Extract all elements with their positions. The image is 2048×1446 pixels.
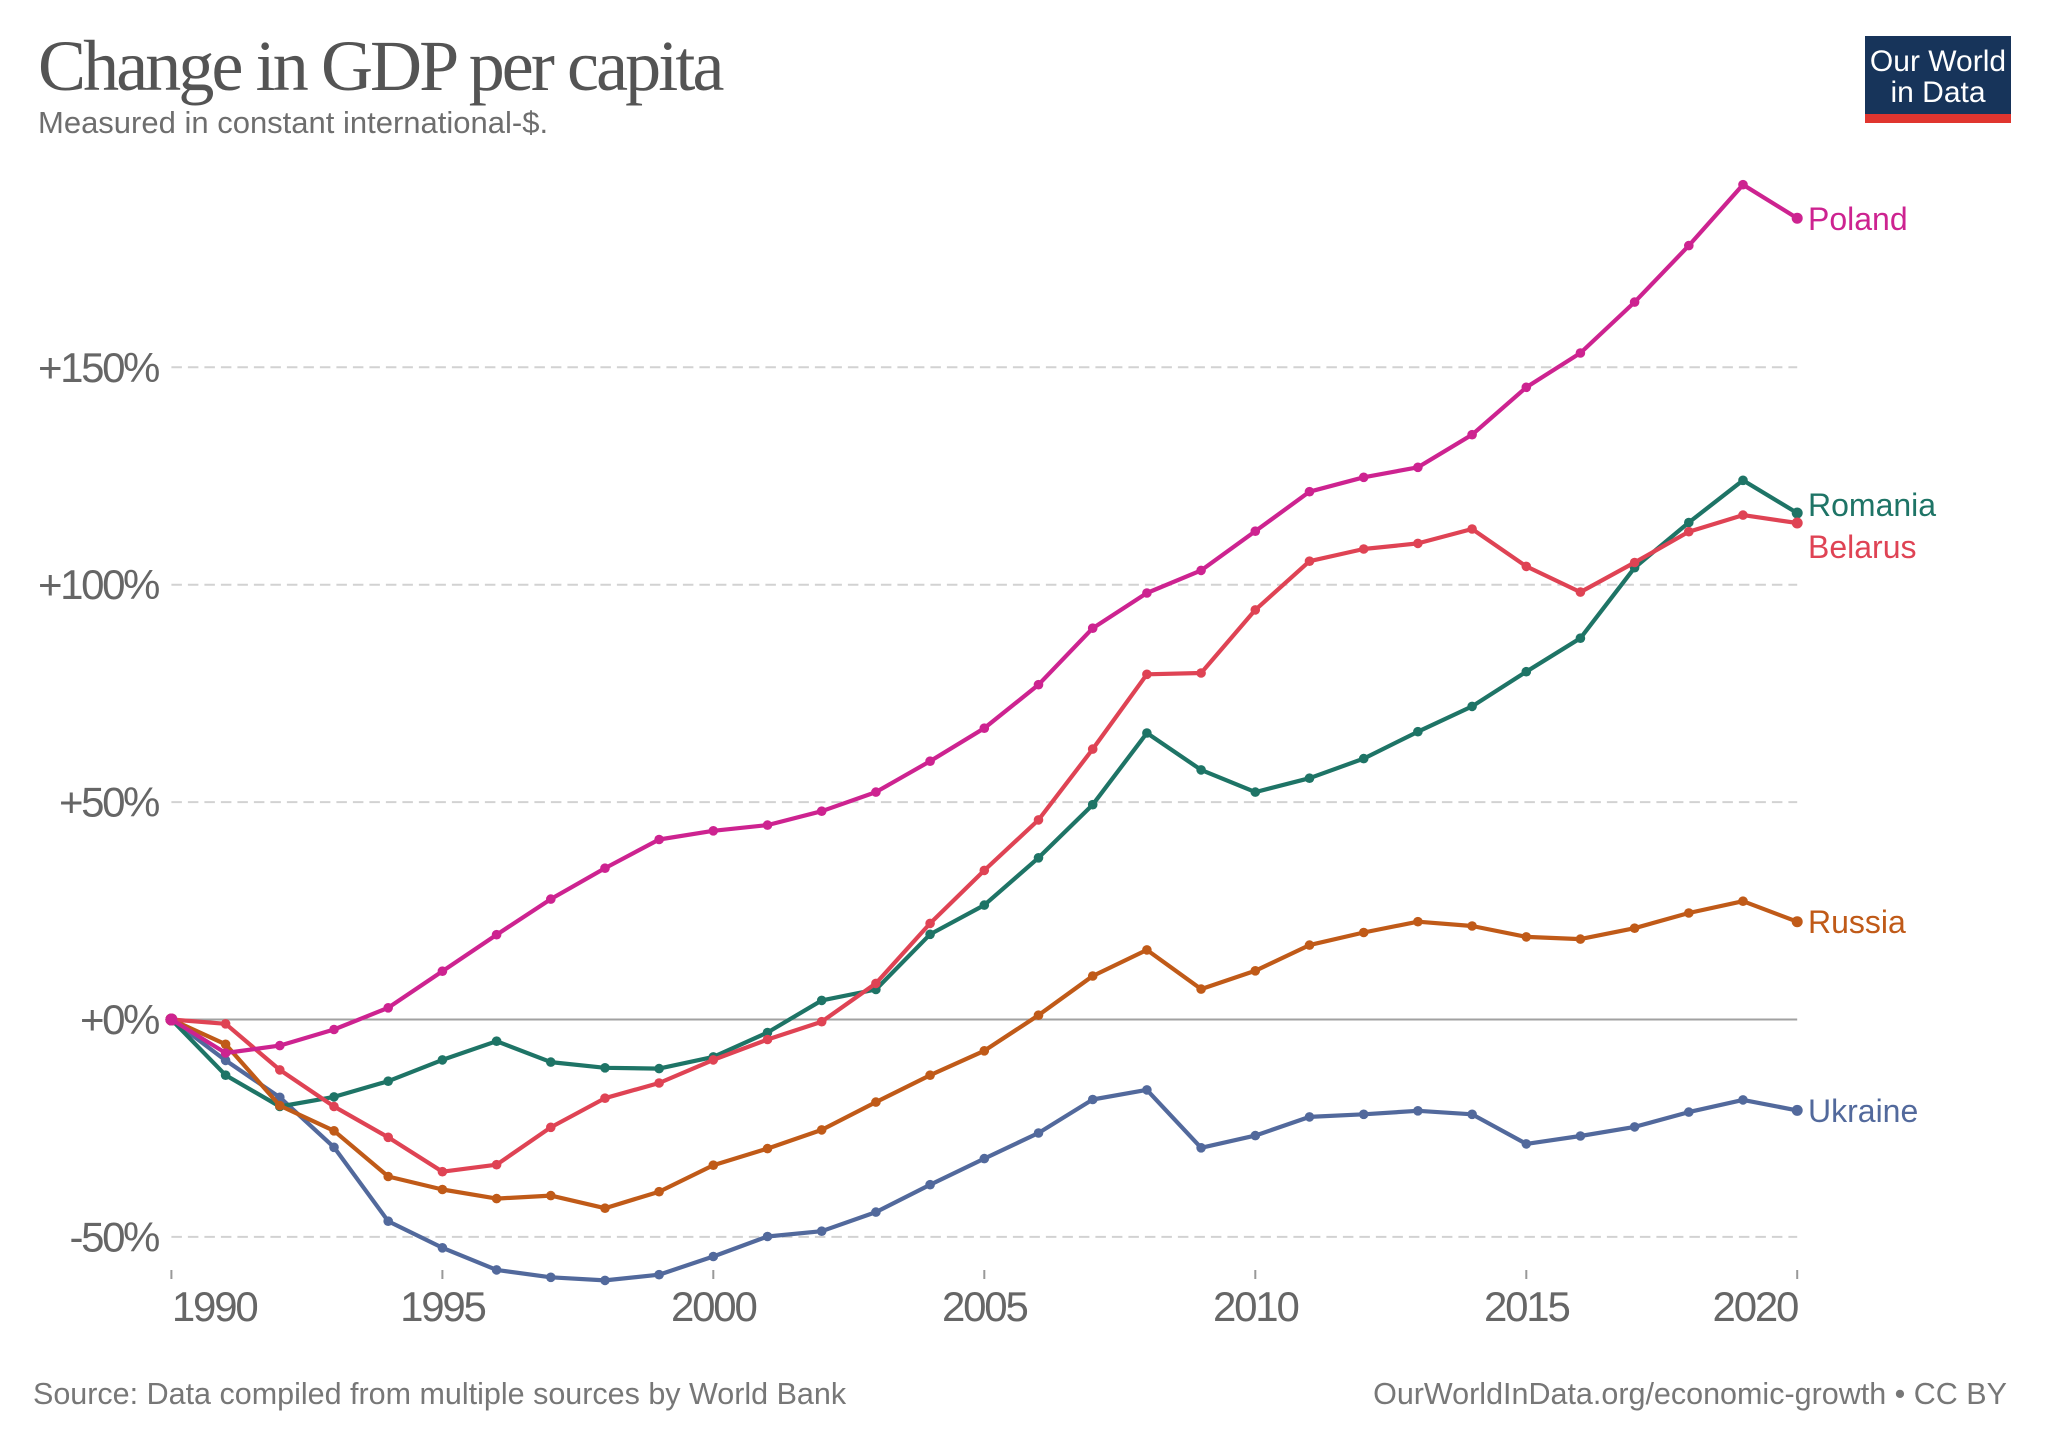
svg-text:in Data: in Data — [1890, 76, 1985, 109]
svg-text:2020: 2020 — [1713, 1283, 1798, 1330]
svg-text:OurWorldInData.org/economic-gr: OurWorldInData.org/economic-growth • CC … — [1373, 1377, 2007, 1411]
svg-text:+100%: +100% — [38, 561, 159, 608]
svg-text:2005: 2005 — [942, 1283, 1027, 1330]
svg-text:Our World: Our World — [1870, 45, 2006, 78]
svg-text:+50%: +50% — [59, 779, 159, 826]
svg-text:Romania: Romania — [1808, 487, 1936, 523]
svg-text:Measured in constant internati: Measured in constant international-$. — [38, 105, 548, 140]
svg-text:1990: 1990 — [172, 1283, 257, 1330]
svg-text:Source: Data compiled from mul: Source: Data compiled from multiple sour… — [33, 1377, 847, 1411]
svg-text:+0%: +0% — [80, 996, 159, 1043]
svg-text:+150%: +150% — [38, 344, 159, 391]
svg-text:2000: 2000 — [671, 1283, 756, 1330]
svg-text:Poland: Poland — [1808, 201, 1908, 237]
svg-text:Belarus: Belarus — [1808, 529, 1917, 565]
svg-text:1995: 1995 — [400, 1283, 485, 1330]
svg-text:Russia: Russia — [1808, 904, 1906, 940]
svg-text:Ukraine: Ukraine — [1808, 1093, 1918, 1129]
svg-text:-50%: -50% — [70, 1213, 160, 1260]
svg-text:2015: 2015 — [1484, 1283, 1569, 1330]
svg-text:2010: 2010 — [1213, 1283, 1298, 1330]
svg-text:Change in GDP per capita: Change in GDP per capita — [38, 26, 723, 106]
